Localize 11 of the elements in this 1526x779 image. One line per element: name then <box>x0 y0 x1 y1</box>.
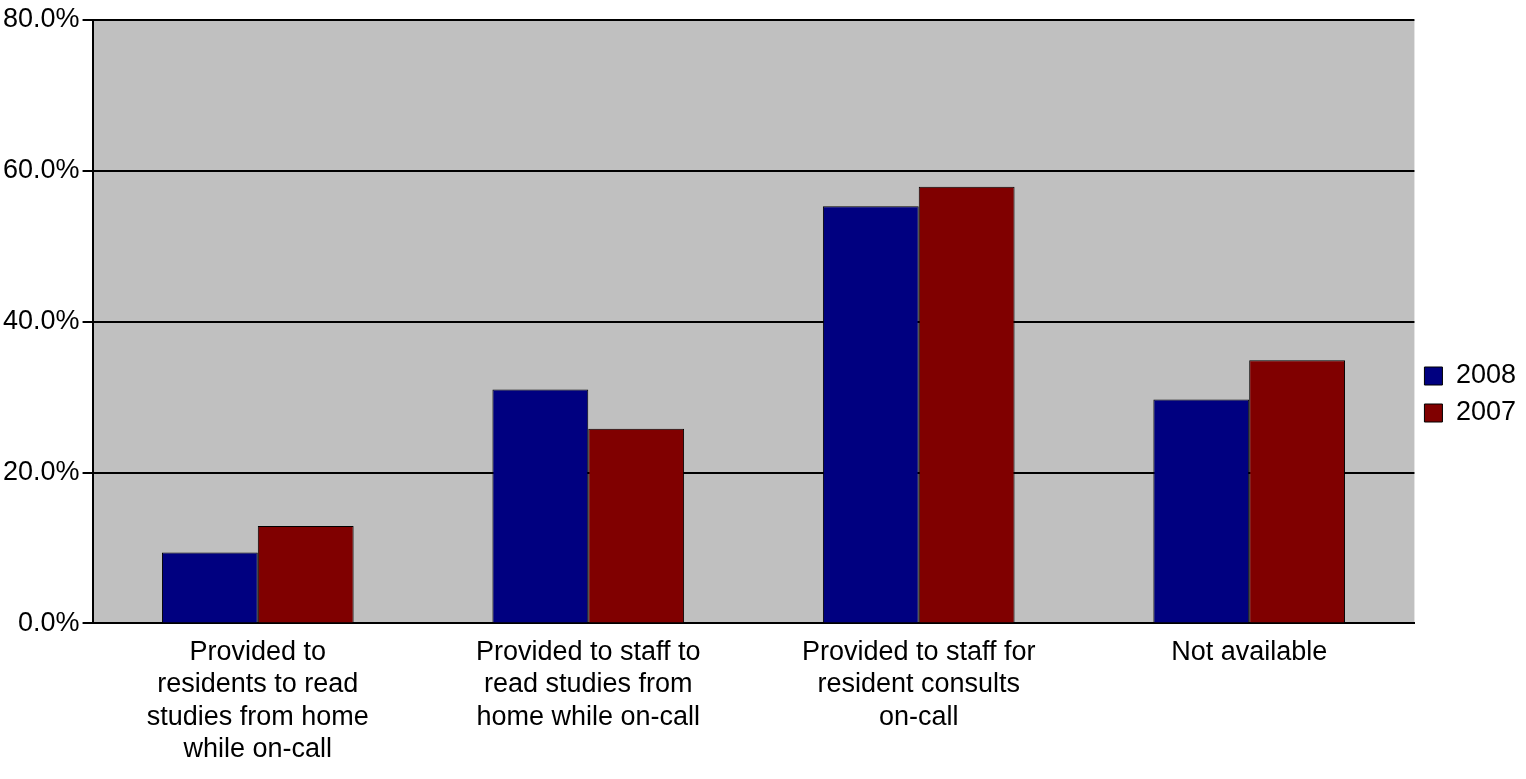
y-tick-label: 40.0% <box>2 305 80 336</box>
x-tick-label: Provided to residents to read studies from home while on-call <box>146 636 369 764</box>
x-tick-label: Provided to staff for resident consults on-call <box>801 636 1036 731</box>
y-tick-label: 20.0% <box>2 456 80 486</box>
y-tick-label: 60.0% <box>2 154 80 185</box>
legend-label: 2008 <box>1455 359 1517 390</box>
x-tick-label: Provided to staff to read studies from home while on-call <box>475 636 701 731</box>
x-tick-label: Not available <box>1171 636 1328 667</box>
y-tick-label: 80.0% <box>2 3 80 34</box>
y-tick-label: 0.0% <box>18 606 80 637</box>
legend-label: 2007 <box>1455 396 1517 427</box>
